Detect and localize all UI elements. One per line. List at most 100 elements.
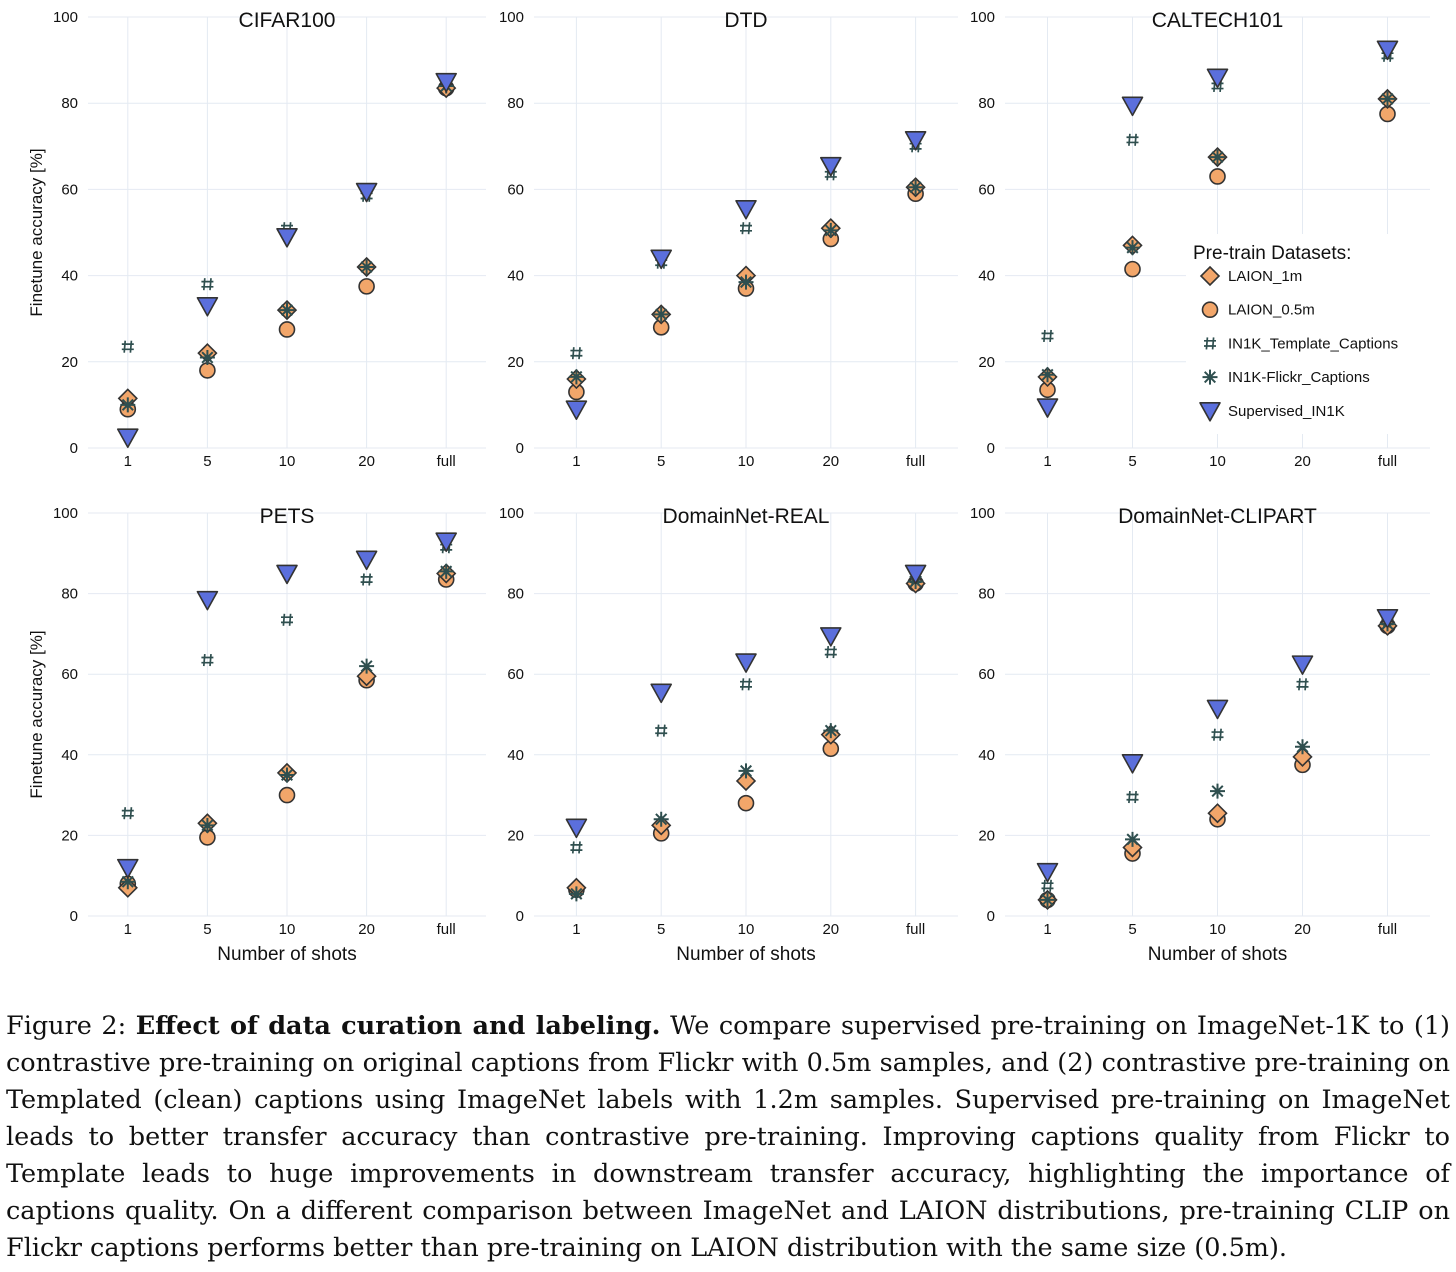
y-tick-label: 0 [987,440,995,457]
panel-pets: 0 20 40 60 80 100 1 5 10 20 full PETS Finetune accur… [27,505,486,965]
point-supervised-in1k [276,564,298,585]
point-supervised-in1k [117,858,139,879]
y-tick-label: 60 [61,181,78,198]
point-supervised-in1k [435,532,458,553]
point-supervised-in1k [1376,40,1399,61]
point-laion-0-5m [278,786,296,804]
y-tick-label: 40 [507,747,524,764]
figure-caption: Figure 2: Effect of data curation and la… [6,1008,1450,1267]
x-tick-label: 20 [1294,453,1311,470]
y-tick-label: 20 [61,827,78,844]
legend-marker-laion-0-5m [1201,301,1219,319]
point-in1k-template-captions [201,654,214,667]
point-in1k-flickr-captions [1125,240,1140,256]
x-axis-label: Number of shots [1148,944,1287,965]
point-supervised-in1k [1036,398,1059,418]
point-in1k-flickr-captions [120,397,136,413]
legend-entry: IN1K_Template_Captions [1228,335,1398,352]
point-in1k-flickr-captions [359,658,375,674]
legend-marker-supervised-in1k [1199,401,1221,422]
x-tick-label: full [1378,921,1397,938]
x-tick-label: 1 [124,453,132,470]
point-supervised-in1k [1291,655,1314,675]
point-in1k-flickr-captions [653,306,669,322]
point-in1k-template-captions [281,613,293,626]
point-laion-0-5m [358,278,375,295]
x-tick-label: 1 [1043,921,1051,938]
point-in1k-template-captions [1041,329,1054,343]
y-tick-label: 100 [499,505,524,522]
x-tick-label: 10 [279,921,296,938]
point-in1k-template-captions [1126,133,1139,146]
panel-dtd: 0 20 40 60 80 100 1 5 10 20 full DTD [499,9,958,470]
point-in1k-template-captions [570,841,583,854]
legend-marker-in1k-template-captions [1204,337,1216,350]
y-tick-label: 100 [53,9,78,26]
point-supervised-in1k [904,564,927,585]
x-tick-label: full [1378,453,1397,470]
point-in1k-flickr-captions [279,767,295,783]
legend-entry: LAION_0.5m [1228,302,1315,319]
y-tick-label: 80 [507,95,524,112]
point-laion-0-5m [1124,260,1141,278]
point-in1k-template-captions [655,724,668,737]
point-in1k-flickr-captions [1125,831,1140,847]
legend-entry: IN1K-Flickr_Captions [1228,369,1370,386]
point-supervised-in1k [276,228,298,248]
y-tick-label: 40 [978,268,995,285]
x-tick-label: 10 [279,453,296,470]
panel-caltech101: 0 20 40 60 80 100 1 5 10 20 full CALTECH101 Pre-trai… [970,9,1430,470]
point-laion-1m [1207,803,1228,824]
point-supervised-in1k [1206,68,1229,89]
point-supervised-in1k [117,428,139,449]
y-tick-label: 100 [970,505,995,522]
y-tick-label: 40 [61,747,78,764]
point-supervised-in1k [565,400,588,421]
y-tick-label: 0 [70,908,78,925]
y-tick-label: 20 [978,827,995,844]
point-supervised-in1k [650,683,673,704]
x-tick-label: 5 [657,921,665,938]
y-tick-label: 60 [507,666,524,683]
point-in1k-template-captions [824,168,837,181]
legend-entry: LAION_1m [1228,268,1302,285]
point-in1k-template-captions [824,645,837,659]
y-tick-label: 40 [507,268,524,285]
point-supervised-in1k [196,590,219,611]
x-tick-label: 20 [822,453,839,470]
x-tick-label: 20 [822,921,839,938]
point-supervised-in1k [196,296,219,317]
x-tick-label: full [906,921,925,938]
y-tick-label: 80 [61,586,78,603]
legend: Pre-train Datasets: LAION_1m LAION_0.5m IN1… [1186,234,1430,434]
legend-background [1186,234,1430,434]
y-tick-label: 80 [978,95,995,112]
x-tick-label: 10 [738,453,755,470]
x-tick-label: 10 [1209,921,1226,938]
point-in1k-template-captions [121,340,134,353]
x-tick-label: 5 [1128,921,1136,938]
y-tick-label: 80 [507,586,524,603]
point-supervised-in1k [1206,699,1229,720]
y-tick-label: 60 [61,666,78,683]
legend-entry: Supervised_IN1K [1228,403,1345,420]
point-supervised-in1k [819,156,842,177]
x-tick-label: 1 [572,921,580,938]
point-in1k-flickr-captions [1210,149,1225,165]
point-in1k-flickr-captions [1040,892,1055,908]
point-in1k-template-captions [909,140,922,153]
y-tick-label: 20 [978,354,995,371]
panel-title: DomainNet-CLIPART [1118,505,1317,528]
y-tick-label: 60 [978,666,995,683]
point-in1k-template-captions [1041,879,1054,892]
point-supervised-in1k [1121,96,1144,117]
point-in1k-flickr-captions [823,222,839,238]
point-in1k-flickr-captions [120,874,136,890]
x-tick-label: full [906,453,925,470]
point-in1k-template-captions [1296,678,1309,691]
point-in1k-template-captions [1126,791,1139,804]
point-supervised-in1k [355,550,378,571]
y-tick-label: 80 [61,95,78,112]
point-in1k-template-captions [740,222,752,235]
